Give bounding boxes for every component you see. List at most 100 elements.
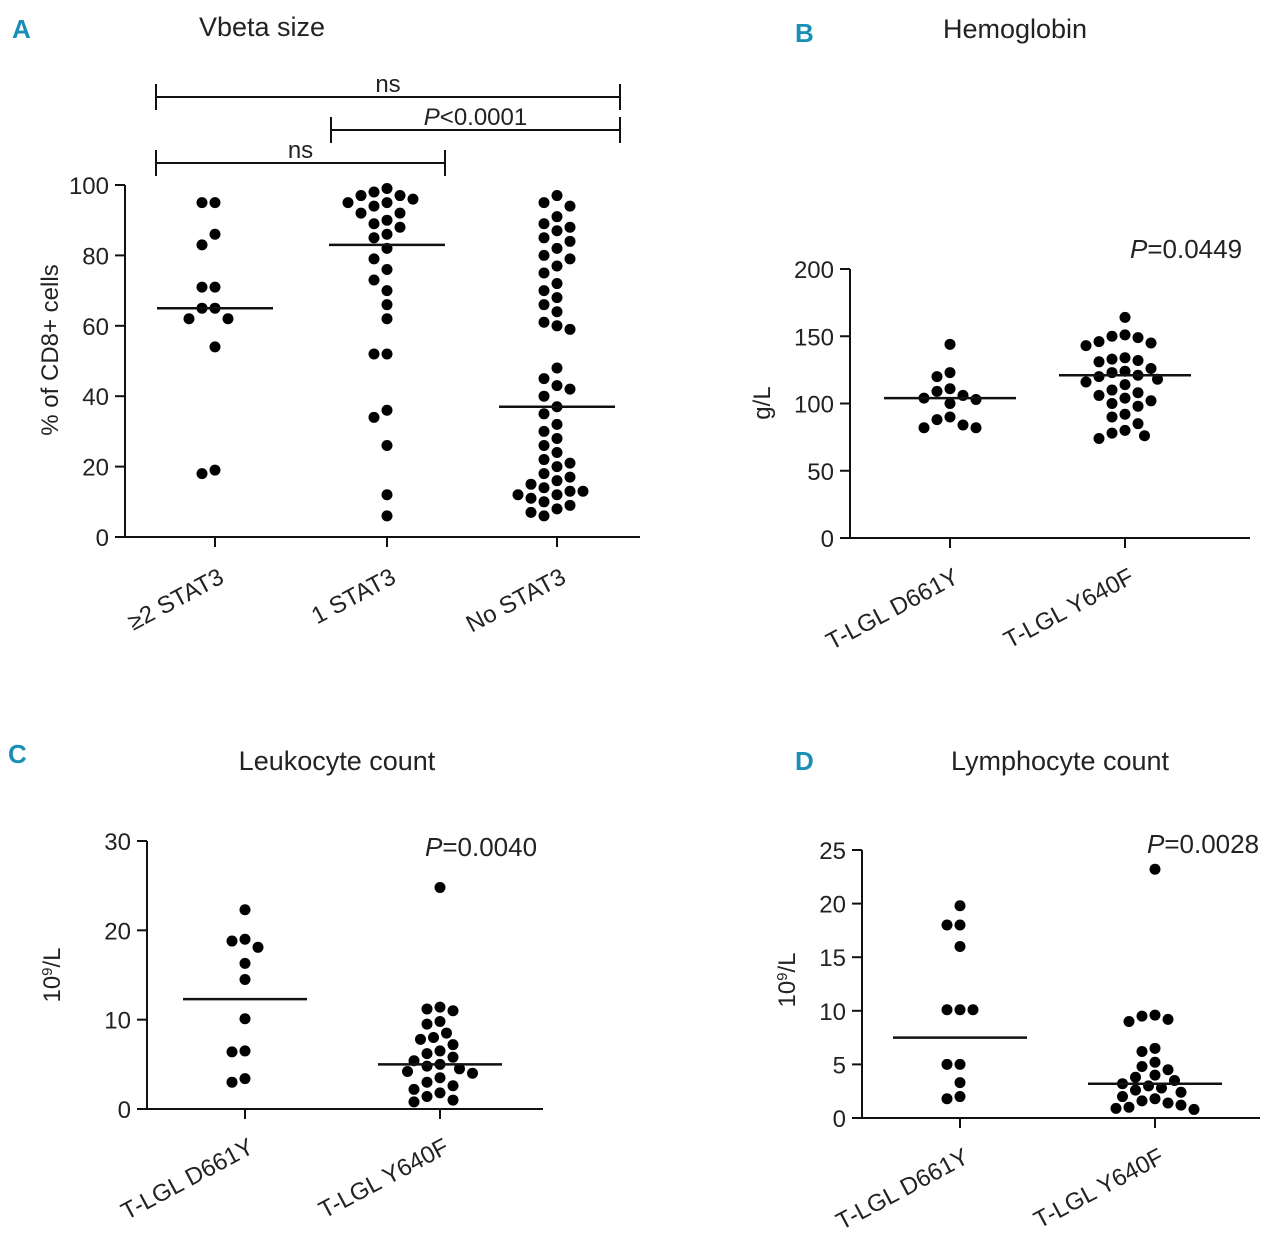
data-point bbox=[551, 432, 563, 444]
p-value-label-part: =0.0028 bbox=[1164, 829, 1259, 859]
data-point bbox=[944, 367, 956, 379]
y-tick-label: 50 bbox=[807, 459, 834, 486]
data-point bbox=[564, 457, 576, 469]
y-axis-label-part: 9 bbox=[774, 972, 791, 980]
data-point bbox=[407, 193, 419, 205]
data-point bbox=[1143, 1080, 1154, 1092]
y-axis-label: % of CD8+ cells bbox=[37, 264, 64, 435]
data-point bbox=[222, 313, 234, 325]
y-tick-label: 20 bbox=[819, 892, 846, 919]
data-point bbox=[1132, 400, 1144, 412]
data-point bbox=[447, 1080, 459, 1092]
x-category-label: T-LGL D661Y bbox=[832, 1143, 973, 1235]
data-point bbox=[434, 1087, 446, 1099]
data-point bbox=[381, 439, 393, 451]
data-point bbox=[538, 468, 550, 480]
data-point bbox=[428, 1032, 439, 1044]
y-tick-label: 0 bbox=[833, 1106, 846, 1133]
data-point bbox=[525, 506, 537, 518]
data-point bbox=[941, 919, 953, 931]
chart-title: Leukocyte count bbox=[239, 746, 436, 776]
data-point bbox=[954, 940, 966, 952]
data-point bbox=[1149, 1056, 1161, 1068]
data-point bbox=[577, 485, 589, 497]
panel-d: D Lymphocyte count 0 5 10 15 20 25 T-LGL D661Y T-… bbox=[774, 746, 1260, 1236]
data-point bbox=[1149, 1069, 1161, 1081]
data-point bbox=[394, 207, 406, 219]
data-point bbox=[226, 935, 238, 947]
p-value-label: P=0.0028 bbox=[1147, 829, 1259, 859]
p-value-label: P=0.0040 bbox=[425, 832, 537, 862]
data-point bbox=[196, 468, 208, 480]
data-point bbox=[1123, 1016, 1135, 1028]
data-point bbox=[252, 941, 264, 953]
data-point bbox=[931, 385, 943, 397]
y-axis-label-part: /L bbox=[774, 952, 801, 972]
data-point bbox=[564, 235, 576, 247]
data-point bbox=[381, 510, 393, 522]
data-point bbox=[564, 383, 576, 395]
data-point bbox=[551, 260, 563, 272]
data-point bbox=[1156, 1082, 1167, 1094]
data-point bbox=[421, 1060, 433, 1072]
y-axis-label: 109/L bbox=[39, 947, 67, 1002]
data-point bbox=[931, 371, 943, 383]
data-point bbox=[368, 218, 380, 230]
y-tick-label: 10 bbox=[819, 999, 846, 1026]
data-point bbox=[1119, 352, 1131, 364]
data-point bbox=[434, 1045, 446, 1057]
data-point bbox=[564, 471, 576, 483]
data-point bbox=[421, 1048, 433, 1060]
data-point bbox=[447, 1051, 459, 1063]
data-point bbox=[944, 338, 956, 350]
data-point bbox=[239, 1073, 251, 1085]
data-point bbox=[525, 478, 537, 490]
bracket-label: P<0.0001 bbox=[424, 104, 527, 131]
y-tick-label: 60 bbox=[82, 314, 109, 341]
data-point bbox=[381, 489, 393, 501]
data-point bbox=[538, 197, 550, 209]
y-tick-label: 150 bbox=[794, 324, 834, 351]
data-point bbox=[434, 1015, 446, 1027]
data-point bbox=[941, 1058, 953, 1070]
data-point bbox=[944, 383, 956, 395]
data-point bbox=[1149, 1042, 1161, 1054]
data-point bbox=[944, 411, 956, 423]
data-point bbox=[402, 1065, 413, 1077]
data-point bbox=[381, 404, 393, 416]
data-point bbox=[1139, 430, 1150, 442]
data-point bbox=[421, 1018, 433, 1030]
data-point bbox=[368, 253, 380, 265]
data-point bbox=[355, 190, 367, 202]
data-point bbox=[970, 393, 982, 405]
data-point bbox=[1106, 427, 1118, 439]
x-category-label: No STAT3 bbox=[462, 563, 570, 638]
p-value-label: P=0.0449 bbox=[1130, 234, 1242, 264]
data-point bbox=[1130, 1084, 1141, 1096]
data-point bbox=[1093, 371, 1105, 383]
data-point bbox=[538, 510, 550, 522]
data-point bbox=[954, 919, 966, 931]
data-point bbox=[564, 485, 576, 497]
data-point bbox=[1136, 1010, 1148, 1022]
p-value-label-part: P bbox=[1147, 829, 1165, 859]
y-tick-label: 15 bbox=[819, 945, 846, 972]
data-point bbox=[196, 197, 208, 209]
data-point bbox=[1188, 1103, 1200, 1115]
data-point bbox=[441, 1027, 452, 1039]
data-point bbox=[525, 492, 537, 504]
data-point bbox=[551, 190, 563, 202]
data-point bbox=[538, 496, 550, 508]
data-point bbox=[239, 957, 251, 969]
data-point bbox=[1136, 1061, 1148, 1073]
bracket-label-part: P bbox=[424, 104, 440, 131]
data-point bbox=[368, 348, 380, 360]
data-point bbox=[209, 197, 221, 209]
x-category-label: ≥2 STAT3 bbox=[123, 563, 228, 636]
panel-a: A Vbeta size 0 20 40 60 80 100 ≥2 STAT3 1 STAT3 No… bbox=[12, 12, 640, 638]
data-point bbox=[1162, 1064, 1174, 1076]
data-point bbox=[1080, 376, 1092, 388]
y-tick-label: 0 bbox=[96, 525, 109, 552]
data-point bbox=[551, 306, 563, 318]
